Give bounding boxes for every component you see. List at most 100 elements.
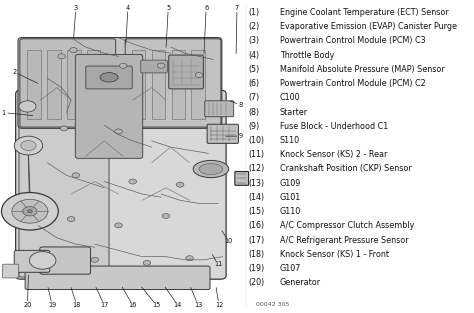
Text: Knock Sensor (KS) 2 - Rear: Knock Sensor (KS) 2 - Rear <box>280 150 387 159</box>
FancyBboxPatch shape <box>235 172 248 185</box>
Text: Fuse Block - Underhood C1: Fuse Block - Underhood C1 <box>280 122 388 131</box>
Ellipse shape <box>193 160 228 177</box>
Text: Manifold Absolute Pressure (MAP) Sensor: Manifold Absolute Pressure (MAP) Sensor <box>280 65 445 74</box>
FancyBboxPatch shape <box>205 101 234 117</box>
FancyBboxPatch shape <box>40 247 91 274</box>
Text: 15: 15 <box>152 302 161 308</box>
Text: (7): (7) <box>249 93 260 102</box>
Text: 8: 8 <box>239 102 243 108</box>
Text: 7: 7 <box>235 5 239 11</box>
Bar <box>191 50 205 119</box>
Text: 4: 4 <box>126 5 130 11</box>
Circle shape <box>14 136 43 155</box>
Circle shape <box>58 54 65 59</box>
Circle shape <box>23 207 37 216</box>
Text: 19: 19 <box>48 302 56 308</box>
Text: 3: 3 <box>74 5 78 11</box>
Text: (18): (18) <box>249 250 265 259</box>
Text: (12): (12) <box>249 165 265 173</box>
FancyBboxPatch shape <box>86 66 132 89</box>
FancyBboxPatch shape <box>14 250 50 272</box>
Text: Crankshaft Position (CKP) Sensor: Crankshaft Position (CKP) Sensor <box>280 165 411 173</box>
Text: 11: 11 <box>214 261 222 268</box>
Text: (3): (3) <box>249 36 260 45</box>
Text: Throttle Body: Throttle Body <box>280 50 334 59</box>
FancyBboxPatch shape <box>207 124 238 143</box>
Circle shape <box>186 256 193 261</box>
Bar <box>0 6 246 304</box>
Circle shape <box>21 141 36 151</box>
Text: 10: 10 <box>224 238 233 244</box>
Text: (8): (8) <box>249 108 260 116</box>
Circle shape <box>70 48 77 53</box>
Circle shape <box>27 210 32 213</box>
Circle shape <box>119 63 127 68</box>
Text: Engine Coolant Temperature (ECT) Sensor: Engine Coolant Temperature (ECT) Sensor <box>280 8 448 17</box>
Text: (10): (10) <box>249 136 265 145</box>
Text: Knock Sensor (KS) 1 - Front: Knock Sensor (KS) 1 - Front <box>280 250 389 259</box>
Text: (5): (5) <box>249 65 260 74</box>
Circle shape <box>12 199 48 223</box>
Text: (20): (20) <box>249 279 265 287</box>
FancyBboxPatch shape <box>169 55 203 89</box>
FancyBboxPatch shape <box>141 60 167 73</box>
Text: G110: G110 <box>280 207 301 216</box>
Circle shape <box>143 260 151 265</box>
Text: G107: G107 <box>280 264 301 273</box>
Ellipse shape <box>199 163 223 174</box>
Text: 6: 6 <box>204 5 208 11</box>
Circle shape <box>1 192 58 230</box>
Text: 17: 17 <box>100 302 109 308</box>
Circle shape <box>72 173 80 178</box>
Circle shape <box>29 252 56 269</box>
Text: (15): (15) <box>249 207 265 216</box>
Text: (19): (19) <box>249 264 265 273</box>
Text: 13: 13 <box>194 302 202 308</box>
Text: A/C Compressor Clutch Assembly: A/C Compressor Clutch Assembly <box>280 222 414 230</box>
Text: (14): (14) <box>249 193 265 202</box>
Text: 18: 18 <box>73 302 81 308</box>
Text: (9): (9) <box>249 122 260 131</box>
Text: 5: 5 <box>166 5 170 11</box>
Text: A/C Refrigerant Pressure Sensor: A/C Refrigerant Pressure Sensor <box>280 236 408 245</box>
Text: (1): (1) <box>249 8 260 17</box>
Text: (17): (17) <box>249 236 265 245</box>
Circle shape <box>129 179 137 184</box>
Text: (6): (6) <box>249 79 260 88</box>
Text: G101: G101 <box>280 193 301 202</box>
Circle shape <box>162 213 170 218</box>
Text: Starter: Starter <box>280 108 308 116</box>
Text: (11): (11) <box>249 150 265 159</box>
Text: 20: 20 <box>23 302 32 308</box>
Bar <box>47 50 61 119</box>
Text: 12: 12 <box>215 302 223 308</box>
FancyBboxPatch shape <box>16 90 226 279</box>
Circle shape <box>115 223 122 228</box>
Circle shape <box>67 217 75 222</box>
Text: Powertrain Control Module (PCM) C3: Powertrain Control Module (PCM) C3 <box>280 36 425 45</box>
Text: (4): (4) <box>249 50 260 59</box>
Circle shape <box>60 126 68 131</box>
Bar <box>27 50 41 119</box>
Text: 00042 305: 00042 305 <box>256 302 289 307</box>
FancyBboxPatch shape <box>125 39 221 127</box>
Text: 16: 16 <box>128 302 137 308</box>
Circle shape <box>19 101 36 112</box>
Bar <box>67 50 81 119</box>
Bar <box>87 50 100 119</box>
FancyBboxPatch shape <box>75 54 143 158</box>
Ellipse shape <box>100 73 118 82</box>
Text: 14: 14 <box>173 302 182 308</box>
FancyBboxPatch shape <box>2 264 18 278</box>
FancyBboxPatch shape <box>25 266 210 290</box>
FancyBboxPatch shape <box>18 38 222 128</box>
Text: Evaporative Emission (EVAP) Canister Purge: Evaporative Emission (EVAP) Canister Pur… <box>280 22 456 31</box>
Bar <box>172 50 185 119</box>
Text: (16): (16) <box>249 222 265 230</box>
Text: 9: 9 <box>239 133 243 139</box>
Text: 2: 2 <box>12 69 16 75</box>
Text: S110: S110 <box>280 136 300 145</box>
Text: C100: C100 <box>280 93 301 102</box>
Circle shape <box>157 63 165 68</box>
Bar <box>132 50 145 119</box>
